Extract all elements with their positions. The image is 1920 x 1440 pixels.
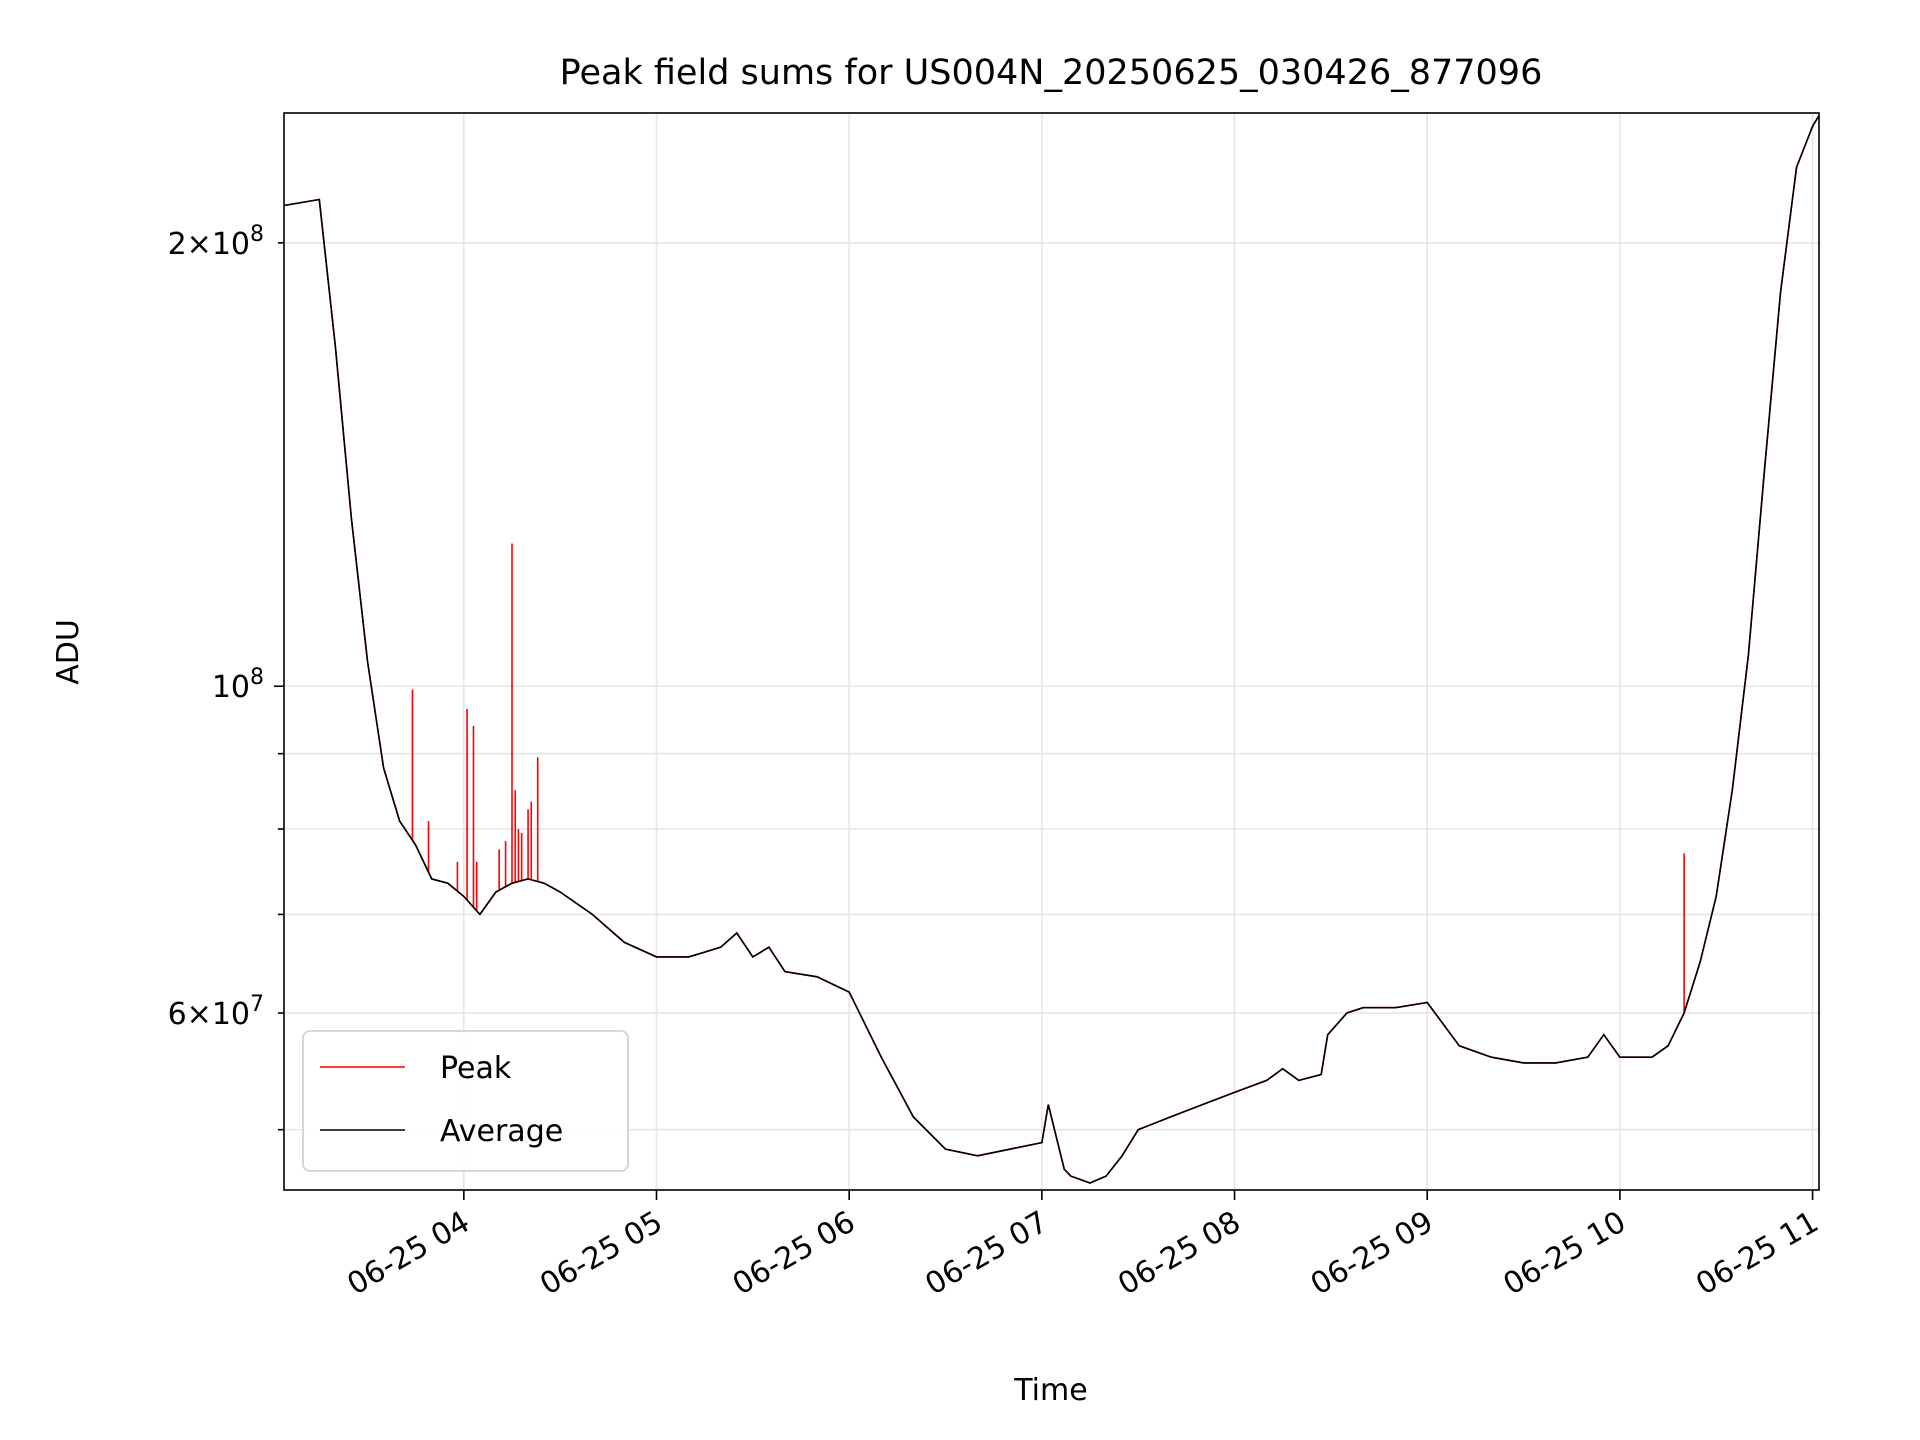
y-tick-label: 6×107 [168, 992, 264, 1032]
chart-title: Peak field sums for US004N_20250625_0304… [560, 53, 1543, 93]
x-axis-label: Time [1013, 1373, 1087, 1408]
grid [284, 113, 1819, 1190]
legend: Peak Average [302, 1030, 629, 1172]
legend-frame [302, 1030, 629, 1172]
y-axis-label: ADU [51, 619, 86, 685]
legend-label-peak: Peak [440, 1051, 512, 1086]
plot-frame [283, 112, 1820, 1191]
legend-label-average: Average [440, 1114, 563, 1149]
y-tick-label: 108 [212, 665, 264, 705]
y-tick-label: 2×108 [168, 222, 264, 262]
series-layer [283, 115, 1820, 1184]
series-line-average [283, 115, 1820, 1184]
